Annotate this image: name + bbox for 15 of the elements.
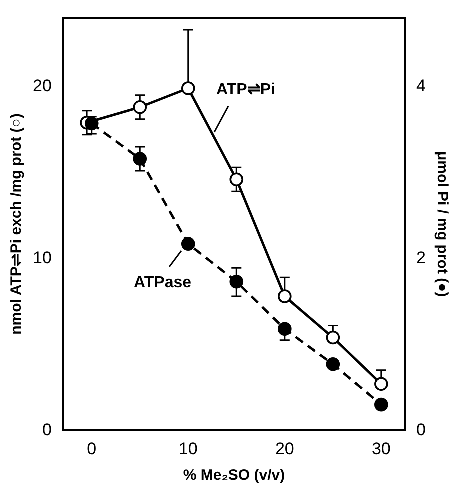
- y2-axis-title: μmol Pi / mg prot (●): [434, 151, 451, 298]
- y2-tick-label: 0: [416, 420, 426, 440]
- x-tick-label: 10: [178, 439, 198, 458]
- y-tick-label: 0: [42, 420, 52, 440]
- x-tick-label: 20: [275, 439, 294, 458]
- annotation: ATP⇌Pi: [216, 82, 276, 99]
- annotation: ATPase: [134, 274, 192, 292]
- y-tick-label: 10: [32, 248, 52, 268]
- x-tick-label: 30: [372, 439, 391, 458]
- y2-tick-label: 4: [416, 76, 426, 96]
- x-tick-label: 0: [87, 439, 97, 458]
- y-tick-label: 20: [32, 76, 52, 96]
- y2-tick-label: 2: [416, 248, 426, 268]
- x-axis-title: % Me₂SO (v/v): [183, 467, 286, 484]
- y-axis-title: nmol ATP⇌Pi exch /mg prot (○): [8, 114, 26, 335]
